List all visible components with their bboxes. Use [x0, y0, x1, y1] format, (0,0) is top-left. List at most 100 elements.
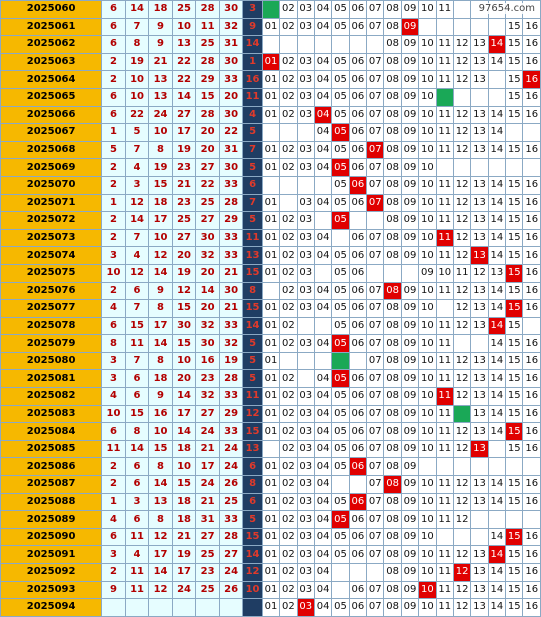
grid-number: 06 — [348, 17, 368, 37]
grid-number: 11 — [435, 475, 454, 494]
grid-number: 06 — [348, 299, 368, 318]
grid-number: 10 — [418, 70, 437, 89]
grid-number — [470, 334, 489, 353]
grid-number: 16 — [522, 140, 541, 160]
grid-number: 14 — [487, 175, 507, 195]
period-number: 2025062 — [0, 35, 103, 54]
red-ball-number: 7 — [124, 299, 150, 318]
red-ball-number: 3 — [101, 246, 126, 265]
grid-number: 09 — [400, 334, 420, 353]
red-ball-number: 19 — [218, 351, 244, 371]
grid-number: 14 — [487, 281, 507, 301]
grid-number: 08 — [383, 351, 402, 371]
grid-number: 10 — [418, 563, 437, 582]
blue-ball-number: 10 — [242, 580, 263, 600]
hit-marker-red: 08 — [383, 475, 402, 494]
grid-number: 13 — [470, 299, 489, 318]
grid-number: 13 — [470, 422, 489, 441]
grid-number: 08 — [383, 580, 402, 600]
grid-number: 12 — [452, 351, 472, 371]
grid-number — [296, 123, 315, 142]
grid-number: 09 — [400, 545, 420, 564]
period-number: 2025071 — [0, 193, 103, 213]
red-ball-number: 10 — [124, 87, 150, 107]
trend-row: 2025063 2 19 21 22 28 30 1 01 02 03 04 05 06 07 08 09 10 1… — [0, 52, 541, 72]
red-ball-number — [195, 598, 220, 617]
grid-number — [366, 211, 385, 230]
grid-number: 12 — [452, 492, 472, 512]
blue-ball-number: 9 — [242, 17, 263, 37]
red-ball-number: 13 — [148, 492, 173, 512]
red-ball-number: 10 — [148, 123, 173, 142]
grid-number — [348, 211, 368, 230]
grid-number — [296, 35, 315, 54]
red-ball-number: 15 — [171, 334, 197, 353]
grid-number: 09 — [400, 457, 420, 477]
grid-number — [505, 457, 524, 477]
red-ball-number: 8 — [124, 35, 150, 54]
hit-marker-red: 11 — [435, 387, 454, 406]
red-ball-number: 11 — [101, 439, 126, 459]
red-ball-number: 9 — [148, 17, 173, 37]
trend-row: 2025061 6 7 9 10 11 32 9 01 02 03 04 05 06 07 08 09 15 16 — [0, 17, 541, 37]
blue-ball-number: 12 — [242, 563, 263, 582]
trend-row: 2025064 2 10 13 22 29 33 16 01 02 03 04 05 06 07 08 09 10… — [0, 70, 541, 89]
grid-number: 04 — [313, 228, 333, 248]
red-ball-number: 12 — [148, 580, 173, 600]
red-ball-number: 14 — [171, 387, 197, 406]
grid-number: 06 — [348, 123, 368, 142]
blue-ball-number: 11 — [242, 87, 263, 107]
red-ball-number: 14 — [124, 211, 150, 230]
grid-number: 15 — [505, 17, 524, 37]
blue-ball-number: 11 — [242, 228, 263, 248]
red-ball-number: 24 — [218, 457, 244, 477]
grid-number — [261, 439, 281, 459]
trend-row: 2025087 2 6 14 15 24 26 8 01 02 03 04 07 08 09 10 11 12 13… — [0, 475, 541, 494]
trend-row: 2025078 6 15 17 30 32 33 14 01 02 05 06 07 08 09 10 11 12… — [0, 316, 541, 336]
grid-number: 09 — [400, 404, 420, 424]
grid-number — [487, 158, 507, 177]
grid-number: 05 — [331, 105, 350, 125]
red-ball-number: 17 — [195, 457, 220, 477]
blue-ball-number: 14 — [242, 35, 263, 54]
red-ball-number: 33 — [218, 246, 244, 265]
grid-number: 07 — [366, 17, 385, 37]
grid-number: 07 — [366, 52, 385, 72]
grid-number: 16 — [522, 580, 541, 600]
red-ball-number: 14 — [148, 563, 173, 582]
grid-number: 12 — [452, 475, 472, 494]
red-ball-number: 12 — [124, 193, 150, 213]
grid-number: 06 — [348, 0, 368, 19]
grid-number: 07 — [366, 281, 385, 301]
grid-number — [452, 457, 472, 477]
grid-number: 08 — [383, 211, 402, 230]
grid-number: 04 — [313, 510, 333, 529]
red-ball-number: 17 — [148, 316, 173, 336]
grid-number: 12 — [452, 510, 472, 529]
grid-number: 02 — [279, 598, 298, 617]
grid-number: 05 — [331, 281, 350, 301]
grid-number: 16 — [522, 475, 541, 494]
grid-number — [279, 193, 298, 213]
grid-number: 01 — [261, 299, 281, 318]
red-ball-number: 16 — [148, 404, 173, 424]
red-ball-number: 30 — [218, 281, 244, 301]
red-ball-number: 5 — [124, 123, 150, 142]
grid-number: 04 — [313, 140, 333, 160]
grid-number — [331, 580, 350, 600]
period-number: 2025076 — [0, 281, 103, 301]
red-ball-number: 6 — [124, 510, 150, 529]
grid-number: 04 — [313, 123, 333, 142]
trend-row: 2025090 6 11 12 21 27 28 15 01 02 03 04 05 06 07 08 09 10… — [0, 527, 541, 547]
period-number: 2025089 — [0, 510, 103, 529]
grid-number: 01 — [261, 211, 281, 230]
hit-marker-red: 06 — [348, 492, 368, 512]
red-ball-number: 26 — [218, 475, 244, 494]
red-ball-number: 30 — [171, 316, 197, 336]
red-ball-number: 29 — [195, 70, 220, 89]
grid-number: 08 — [383, 0, 402, 19]
period-number: 2025081 — [0, 369, 103, 389]
grid-number: 05 — [331, 17, 350, 37]
grid-number: 12 — [452, 123, 472, 142]
